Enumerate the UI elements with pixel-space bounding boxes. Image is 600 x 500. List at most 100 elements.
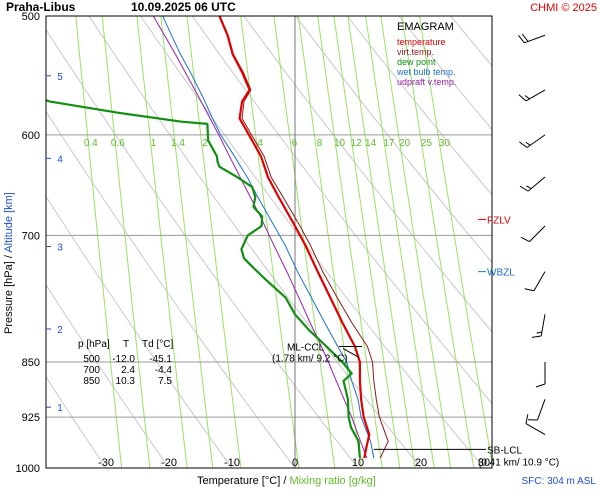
mixing-ratio-label: 10 [334, 138, 346, 149]
series-virt-temp- [219, 16, 389, 459]
legend-item: dew point [397, 57, 436, 67]
mixing-ratio-label: 1 [151, 138, 157, 149]
wind-barb [531, 314, 546, 338]
dry-adiabat [88, 16, 422, 468]
wind-barb [535, 362, 546, 388]
mixing-ratio-label: 6 [292, 138, 298, 149]
table-cell: -4.4 [155, 365, 173, 376]
temperature-tick-label: -30 [98, 457, 114, 469]
temperature-tick-label: -10 [224, 457, 240, 469]
station-name: Praha-Libus [6, 0, 76, 14]
altitude-tick-label: 3 [57, 242, 63, 253]
level-marker-label: WBZL [487, 268, 515, 279]
mixing-ratio-line [418, 16, 492, 466]
table-cell: 10.3 [116, 376, 136, 387]
mixing-ratio-line [186, 16, 242, 468]
series-temperature [218, 16, 371, 459]
mixing-ratio-label: 30 [439, 138, 451, 149]
temperature-tick-label: 20 [415, 457, 427, 469]
mixing-ratio-label: 2 [202, 138, 208, 149]
altitude-tick-label: 1 [57, 403, 63, 414]
annotations: FZLV WBZL ML-CCL(1.78 km/ 9.2 °C) SB-LCL(0.… [272, 215, 559, 468]
mixing-ratio-label: 4 [257, 138, 263, 149]
temperature-tick-label: 0 [292, 457, 298, 469]
level-table: p [hPa] T Td [°C] 500 -12.0 -45.1 700 2.4 -4.4 85… [78, 339, 173, 387]
wind-barb [520, 225, 546, 243]
mixing-ratio-label: 14 [365, 138, 377, 149]
lcl-values: (0.41 km/ 10.9 °C) [478, 457, 559, 468]
legend-item: udpraft v.temp. [397, 77, 456, 87]
series-dew-point [46, 99, 361, 459]
pressure-tick-label: 700 [22, 230, 40, 242]
mixing-ratio-label: 0.4 [84, 138, 98, 149]
wind-barb [525, 414, 546, 435]
lcl-label: SB-LCL [487, 445, 522, 456]
altitude-tick-label: 2 [57, 325, 63, 336]
axes: 0.4 0.6 1 1.4 2 4 6 8 10 12 14 17 20 25 30500600700850… [3, 11, 490, 487]
mixing-ratio-line [347, 16, 416, 468]
profile-curves [46, 16, 389, 459]
x-axis-label: Temperature [°C] / Mixing ratio [g/kg] [197, 475, 376, 487]
pressure-tick-label: 850 [22, 357, 40, 369]
surface-elevation: SFC: 304 m ASL [522, 476, 597, 487]
series-wet-bulb-temp- [162, 16, 375, 459]
altitude-tick-label: 4 [57, 154, 63, 165]
temperature-tick-label: 10 [352, 457, 364, 469]
table-cell: -45.1 [149, 354, 172, 365]
wind-barbs [518, 33, 546, 435]
table-cell: 2.4 [121, 365, 135, 376]
legend-title: EMAGRAM [397, 21, 454, 33]
mixing-ratio-label: 0.6 [111, 138, 125, 149]
wind-barb [527, 399, 546, 421]
plot-frame [45, 15, 493, 469]
mixing-ratio-line [365, 16, 435, 468]
dry-adiabat [46, 195, 233, 468]
table-header: p [hPa] [78, 339, 110, 350]
wind-barb [519, 134, 546, 148]
table-header: T [123, 339, 129, 350]
y-axis-label: Pressure [hPa] / Altitude [km] [3, 192, 15, 334]
legend-item: temperature [397, 37, 446, 47]
temperature-tick-label: -20 [161, 457, 177, 469]
level-marker-label: FZLV [487, 215, 511, 226]
mixing-ratio-line [401, 16, 475, 468]
mixing-ratio-line [297, 16, 362, 468]
dry-adiabat [46, 375, 107, 468]
table-cell: 700 [83, 365, 100, 376]
ccl-pointer [342, 348, 360, 358]
table-cell: 850 [83, 376, 100, 387]
pressure-tick-label: 600 [22, 130, 40, 142]
wind-barb [518, 33, 546, 44]
ccl-label: ML-CCL [287, 342, 325, 353]
mixing-ratio-label: 25 [421, 138, 433, 149]
dry-adiabat [46, 110, 296, 468]
legend-item: wet bulb temp. [396, 67, 456, 77]
dry-adiabat [243, 16, 492, 333]
mixing-ratio-label: 12 [351, 138, 363, 149]
dry-adiabat [46, 284, 170, 468]
table-cell: -12.0 [112, 354, 135, 365]
copyright: CHMI © 2025 [530, 2, 597, 14]
ccl-values: (1.78 km/ 9.2 °C) [272, 353, 348, 364]
mixing-ratio-line [317, 16, 383, 468]
mixing-ratio-line [380, 16, 452, 468]
mixing-ratio-line [160, 16, 214, 468]
table-cell: 500 [83, 354, 100, 365]
altitude-tick-label: 5 [57, 72, 63, 83]
mixing-ratio-line [240, 16, 300, 468]
mixing-ratio-label: 1.4 [171, 138, 185, 149]
pressure-tick-label: 1000 [16, 463, 40, 475]
mixing-ratio-line [101, 16, 151, 468]
mixing-ratio-line [75, 16, 123, 468]
pressure-tick-label: 925 [22, 412, 40, 424]
mixing-ratio-label: 8 [317, 138, 323, 149]
mixing-ratio-label: 17 [383, 138, 395, 149]
table-cell: 7.5 [158, 376, 172, 387]
dry-adiabat [46, 28, 359, 468]
wind-barb [524, 271, 546, 292]
mixing-ratio-line [333, 16, 401, 468]
sounding-datetime: 10.09.2025 06 UTC [131, 0, 236, 14]
dry-adiabat [346, 16, 492, 196]
legend-item: virt.temp. [397, 47, 434, 57]
